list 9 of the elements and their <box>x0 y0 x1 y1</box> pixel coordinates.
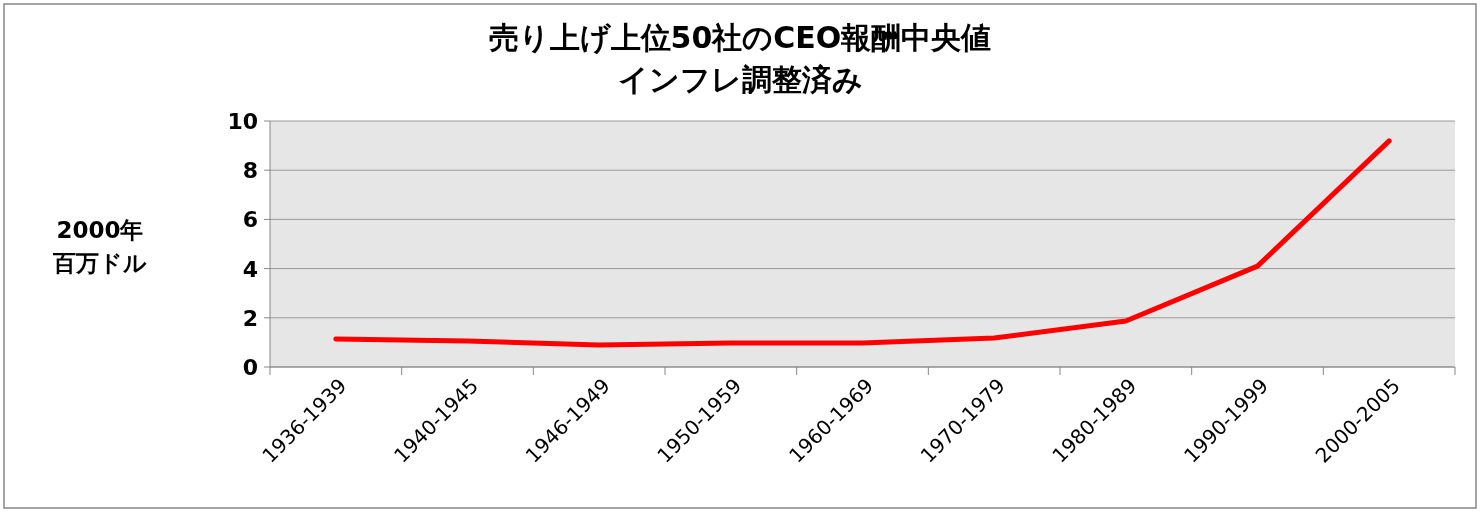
y-tick-label: 8 <box>242 158 258 184</box>
y-axis-title: 2000年百万ドル <box>52 217 147 276</box>
y-tick-label: 6 <box>242 207 258 233</box>
chart-title: 売り上げ上位50社のCEO報酬中央値 <box>488 20 992 55</box>
y-tick-label: 0 <box>242 355 258 380</box>
chart-subtitle: インフレ調整済み <box>617 62 863 97</box>
y-tick-label: 10 <box>227 109 258 134</box>
y-tick-label: 4 <box>242 256 258 282</box>
y-tick-label: 2 <box>242 305 258 331</box>
